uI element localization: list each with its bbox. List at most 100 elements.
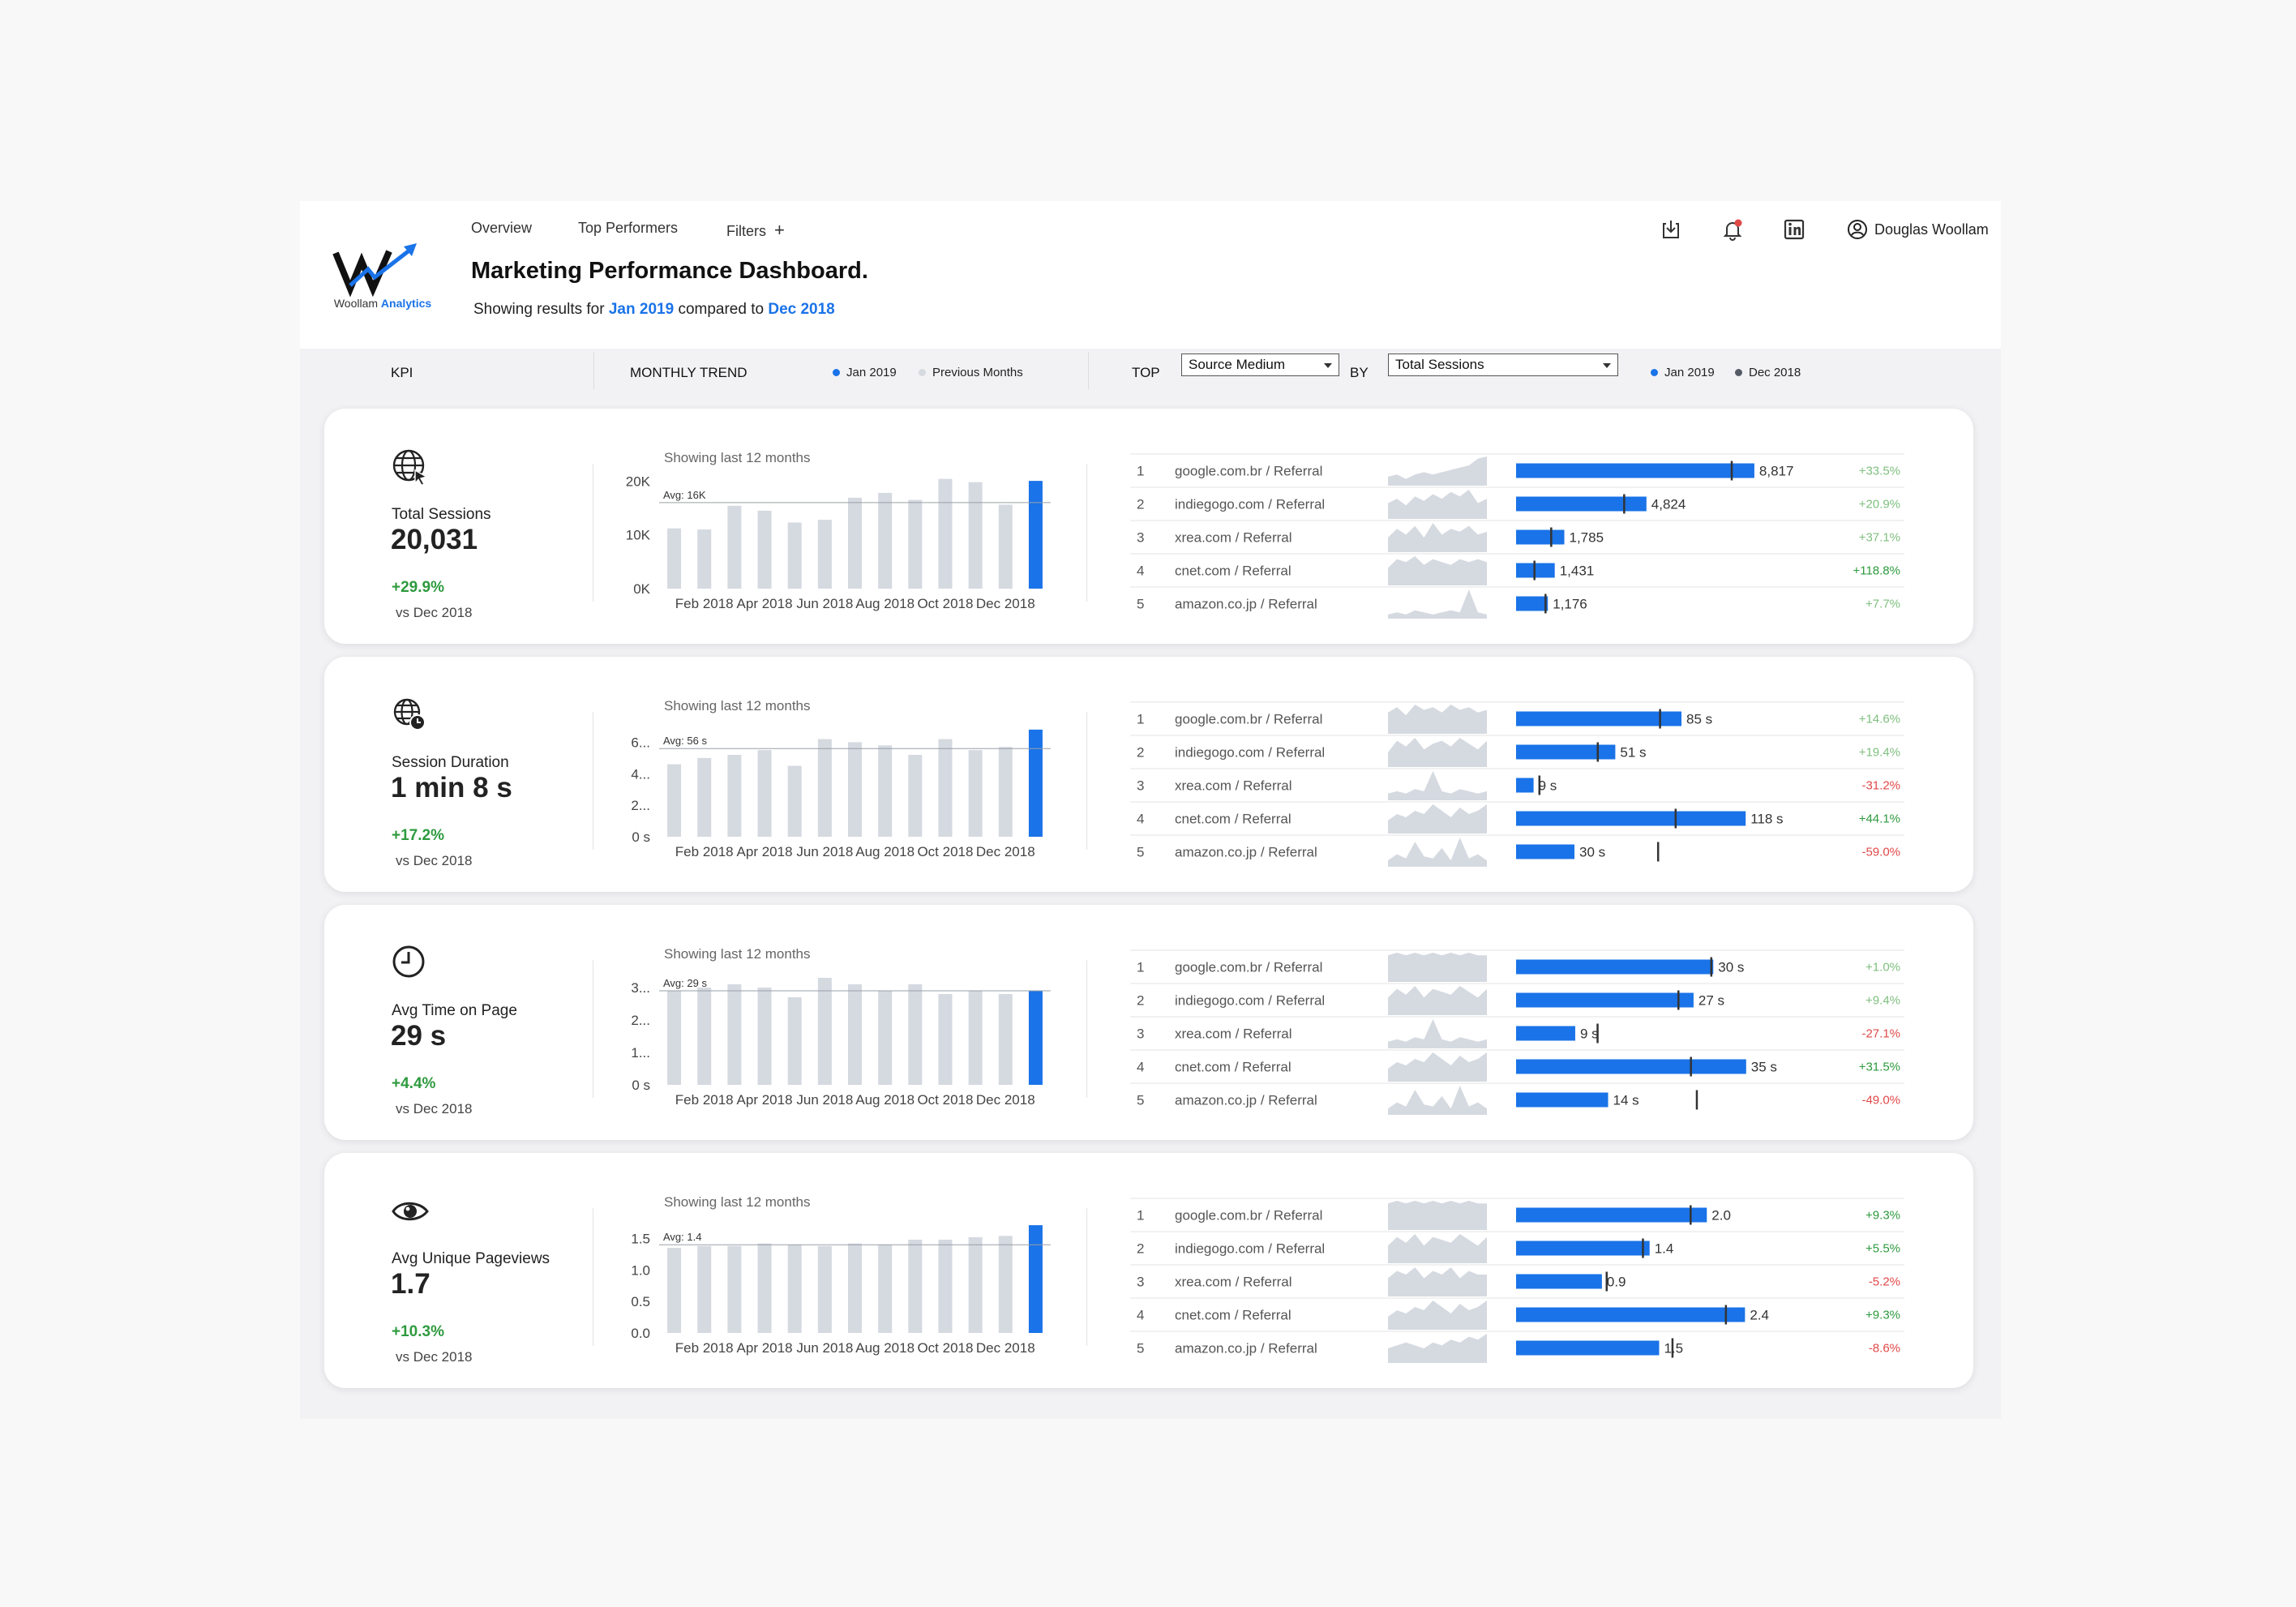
current-value-bar [1516,811,1746,826]
current-value-bar [1516,711,1681,726]
row-source: amazon.co.jp / Referral [1175,1341,1317,1356]
trend-bar [968,1236,983,1333]
nav-top-performers[interactable]: Top Performers [578,220,679,236]
trend-bar [848,1243,862,1333]
dimension-select[interactable]: Source Medium [1181,354,1339,376]
sparkline-area [1388,456,1487,486]
notification-bell-icon[interactable] [1720,217,1745,242]
sparkline-area [1388,705,1487,734]
row-source: amazon.co.jp / Referral [1175,1093,1317,1108]
top-performers-list: 1 google.com.br / Referral 85 s +14.6% 2 indi… [1130,697,1908,869]
row-value-label: 1.5 [1664,1341,1683,1356]
eye-icon-graphic [392,1202,429,1221]
nav-filters[interactable]: Filters + [726,220,785,241]
y-tick-label: 6... [631,735,650,750]
row-rank: 3 [1137,530,1144,546]
brand-name-part2: Analytics [380,297,432,310]
row-rank: 5 [1137,1341,1144,1356]
current-value-bar [1516,744,1616,760]
row-value-label: 1,176 [1553,597,1587,612]
current-value-bar [1516,463,1754,478]
trend-bar [878,1245,893,1333]
plus-icon: + [774,220,785,240]
y-tick-label: 1.5 [631,1231,650,1246]
card-divider [1086,464,1087,602]
kpi-value: 1.7 [391,1268,430,1300]
user-menu[interactable]: Douglas Woollam [1847,219,1989,240]
current-value-bar [1516,778,1534,793]
download-icon[interactable] [1659,217,1683,242]
sparkline-area [1388,953,1487,982]
trend-bar [727,505,742,589]
y-tick-label: 10K [626,528,651,543]
row-change: +5.5% [1866,1242,1900,1256]
top-row: 3 xrea.com / Referral 1,785 +37.1% [1130,520,1904,552]
row-source: cnet.com / Referral [1175,812,1292,827]
clock-icon-graphic [392,945,425,978]
trend-bar [908,499,923,589]
globe-cursor-icon [391,448,430,486]
trend-bar [817,739,832,837]
row-value-label: 118 s [1750,812,1783,827]
trend-bar [787,997,802,1085]
kpi-change: +29.9% [392,579,444,596]
sparkline-area [1388,1267,1487,1296]
row-change: +19.4% [1859,746,1900,760]
y-tick-label: 1.0 [631,1262,650,1278]
row-value-label: 30 s [1718,960,1744,975]
linkedin-icon[interactable] [1782,217,1806,242]
x-tick-label: Feb 2018 [675,596,734,611]
kpi-comparison-period: vs Dec 2018 [396,605,473,620]
kpi-comparison-period: vs Dec 2018 [396,1101,473,1116]
row-change: -49.0% [1861,1094,1900,1108]
current-value-bar [1516,1059,1746,1074]
trend-bar [667,764,682,837]
row-change: -5.2% [1869,1275,1900,1289]
sparkline-area [1388,804,1487,833]
row-source: cnet.com / Referral [1175,564,1292,579]
row-rank: 4 [1137,1308,1144,1323]
row-rank: 1 [1137,1208,1144,1223]
x-tick-label: Aug 2018 [855,1092,915,1108]
kpi-label: Avg Time on Page [392,1002,517,1019]
nav-overview[interactable]: Overview [471,220,533,236]
top-row: 4 cnet.com / Referral 2.4 +9.3% [1130,1297,1904,1330]
current-period[interactable]: Jan 2019 [608,301,675,318]
current-value-bar [1516,1274,1602,1289]
sparkline-area [1388,1086,1487,1115]
legend-dot [1651,369,1658,376]
monthly-trend-chart: Showing last 12 months 3... 2... 1... 0 s Avg… [600,942,1086,1121]
trend-chart-title: Showing last 12 months [664,698,811,714]
trend-bar [697,988,712,1085]
row-source: google.com.br / Referral [1175,464,1322,479]
monthly-trend-chart: Showing last 12 months 20K 10K 0K Avg: 16K Fe… [600,446,1086,624]
row-change: +118.8% [1853,564,1900,578]
top-row: 5 amazon.co.jp / Referral 1.5 -8.6% [1130,1331,1904,1363]
globe-cursor-icon-graphic [392,449,428,486]
row-rank: 2 [1137,745,1144,761]
kpi-card-1: Total Sessions 20,031 +29.9% vs Dec 2018… [324,409,1973,644]
woollam-w-logo-icon[interactable] [326,237,439,326]
legend-dot [1735,369,1742,376]
trend-bar [757,1243,772,1333]
trend-bar [667,528,682,589]
x-tick-label: Feb 2018 [675,1092,734,1108]
row-change: +9.3% [1866,1209,1900,1223]
x-tick-label: Dec 2018 [976,1092,1035,1108]
nav-filters-label: Filters [726,223,766,239]
metric-select[interactable]: Total Sessions [1388,354,1618,376]
row-source: xrea.com / Referral [1175,1026,1292,1042]
eye-icon [391,1192,430,1231]
x-tick-label: Dec 2018 [976,1340,1035,1356]
top-row: 2 indiegogo.com / Referral 51 s +19.4% [1130,735,1904,767]
compare-period[interactable]: Dec 2018 [768,301,835,318]
trend-bar-current [1028,1225,1043,1333]
row-change: +31.5% [1859,1061,1900,1074]
top-row: 4 cnet.com / Referral 118 s +44.1% [1130,801,1904,833]
trend-bar [908,1239,923,1333]
kpi-card-4: Avg Unique Pageviews 1.7 +10.3% vs Dec 2… [324,1153,1973,1388]
current-value-bar [1516,1092,1608,1108]
globe-clock-icon-graphic [393,698,426,731]
average-label: Avg: 1.4 [663,1231,701,1243]
row-source: cnet.com / Referral [1175,1060,1292,1075]
